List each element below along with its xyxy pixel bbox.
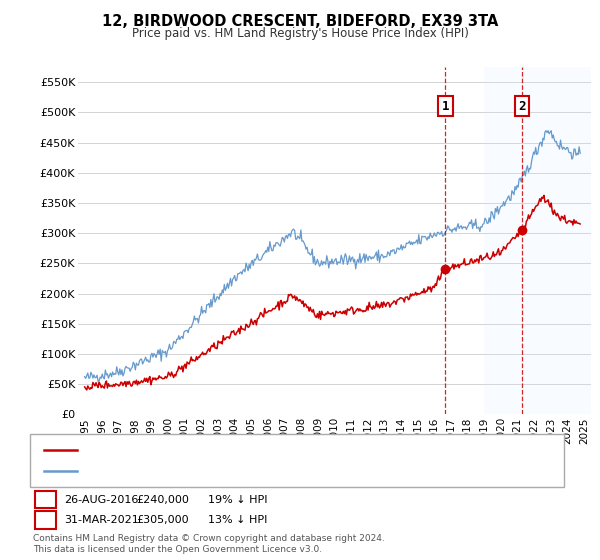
Text: 1: 1 [442, 100, 449, 113]
Text: 12, BIRDWOOD CRESCENT, BIDEFORD, EX39 3TA: 12, BIRDWOOD CRESCENT, BIDEFORD, EX39 3T… [102, 14, 498, 29]
Text: 1: 1 [42, 494, 49, 505]
Text: 26-AUG-2016: 26-AUG-2016 [64, 494, 139, 505]
Text: 2: 2 [518, 100, 526, 113]
Bar [484, 67, 593, 414]
Text: 12, BIRDWOOD CRESCENT, BIDEFORD, EX39 3TA (detached house): 12, BIRDWOOD CRESCENT, BIDEFORD, EX39 3T… [83, 445, 451, 455]
Text: £305,000: £305,000 [136, 515, 189, 525]
Text: 2: 2 [42, 515, 49, 525]
Text: 31-MAR-2021: 31-MAR-2021 [64, 515, 139, 525]
Text: £240,000: £240,000 [136, 494, 189, 505]
Text: Contains HM Land Registry data © Crown copyright and database right 2024.: Contains HM Land Registry data © Crown c… [33, 534, 385, 543]
Text: 13% ↓ HPI: 13% ↓ HPI [208, 515, 268, 525]
Text: HPI: Average price, detached house, Torridge: HPI: Average price, detached house, Torr… [83, 466, 329, 476]
Text: This data is licensed under the Open Government Licence v3.0.: This data is licensed under the Open Gov… [33, 545, 322, 554]
Text: Price paid vs. HM Land Registry's House Price Index (HPI): Price paid vs. HM Land Registry's House … [131, 27, 469, 40]
Text: 19% ↓ HPI: 19% ↓ HPI [208, 494, 268, 505]
